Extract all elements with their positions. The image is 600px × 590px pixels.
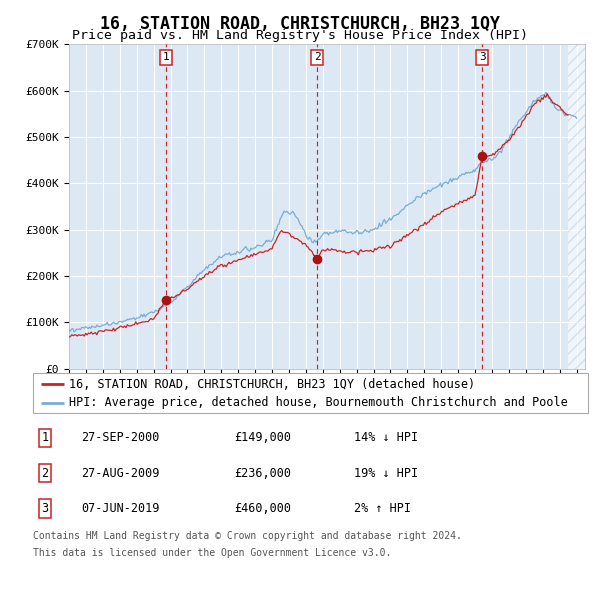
Text: £460,000: £460,000 [234,502,291,515]
Text: 1: 1 [163,53,169,63]
Text: 27-SEP-2000: 27-SEP-2000 [81,431,160,444]
Text: This data is licensed under the Open Government Licence v3.0.: This data is licensed under the Open Gov… [33,548,391,558]
Text: 2% ↑ HPI: 2% ↑ HPI [354,502,411,515]
Text: £149,000: £149,000 [234,431,291,444]
Text: 14% ↓ HPI: 14% ↓ HPI [354,431,418,444]
Text: 07-JUN-2019: 07-JUN-2019 [81,502,160,515]
Text: HPI: Average price, detached house, Bournemouth Christchurch and Poole: HPI: Average price, detached house, Bour… [69,396,568,409]
Text: Price paid vs. HM Land Registry's House Price Index (HPI): Price paid vs. HM Land Registry's House … [72,29,528,42]
Text: 16, STATION ROAD, CHRISTCHURCH, BH23 1QY (detached house): 16, STATION ROAD, CHRISTCHURCH, BH23 1QY… [69,378,475,391]
Text: 27-AUG-2009: 27-AUG-2009 [81,467,160,480]
Text: 1: 1 [41,431,49,444]
Text: 16, STATION ROAD, CHRISTCHURCH, BH23 1QY: 16, STATION ROAD, CHRISTCHURCH, BH23 1QY [100,15,500,33]
Text: 2: 2 [314,53,320,63]
Text: 19% ↓ HPI: 19% ↓ HPI [354,467,418,480]
Text: 2: 2 [41,467,49,480]
Text: Contains HM Land Registry data © Crown copyright and database right 2024.: Contains HM Land Registry data © Crown c… [33,531,462,541]
Text: 3: 3 [479,53,485,63]
Text: 3: 3 [41,502,49,515]
Bar [568,44,585,369]
Text: £236,000: £236,000 [234,467,291,480]
